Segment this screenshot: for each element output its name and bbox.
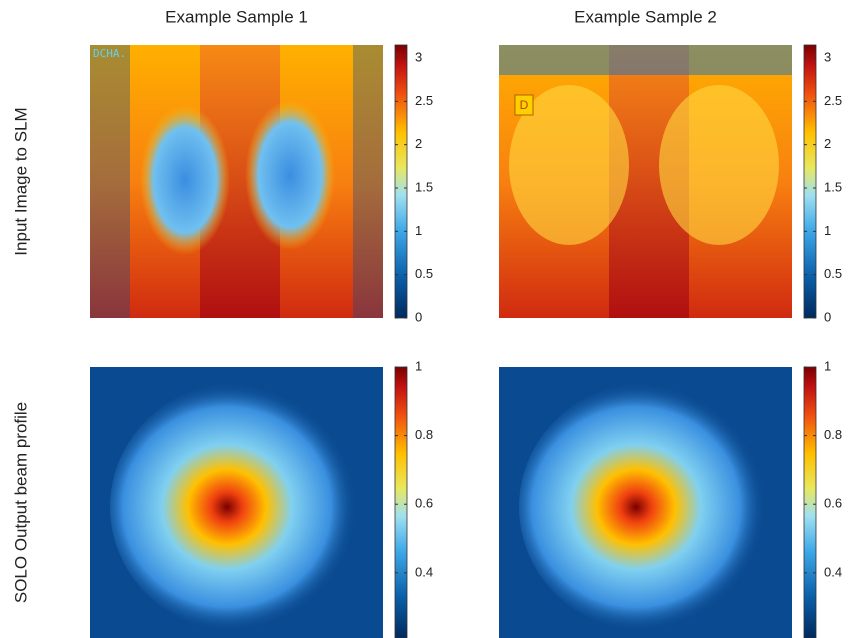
colorbar-tick-label: 0.6	[824, 496, 842, 511]
colorbar-tick-label: 0.8	[415, 427, 433, 442]
beam-profile	[110, 382, 370, 632]
colorbar-tick-label: 0.5	[415, 266, 433, 281]
colorbar-tick-label: 1.5	[824, 179, 842, 194]
corner	[499, 45, 792, 75]
colorbar-tick-label: 0.4	[415, 564, 433, 579]
colorbar-tick-label: 1	[824, 358, 831, 373]
lung	[659, 85, 779, 245]
colorbar-tick-label: 1	[415, 358, 422, 373]
column-title: Example Sample 2	[574, 7, 717, 26]
image-panel: D	[499, 45, 792, 318]
row-label: Input Image to SLM	[11, 107, 30, 255]
image-panel	[499, 367, 792, 638]
corner	[90, 45, 130, 318]
colorbar-tick-label: 2.5	[415, 93, 433, 108]
colorbar	[394, 44, 408, 319]
image-text: DCHA.	[93, 47, 126, 60]
colorbar	[803, 366, 817, 638]
colorbar-tick-label: 0.4	[824, 564, 842, 579]
colorbar-tick-label: 1.5	[415, 179, 433, 194]
colorbar	[394, 366, 408, 638]
colorbar	[803, 44, 817, 319]
colorbar-tick-label: 2	[415, 136, 422, 151]
row-label: SOLO Output beam profile	[11, 402, 30, 603]
image-text: D	[520, 98, 529, 112]
beam-profile	[519, 382, 779, 632]
colorbar-tick-label: 1	[415, 223, 422, 238]
colorbar-tick-label: 2.5	[824, 93, 842, 108]
colorbar-tick-label: 0.5	[824, 266, 842, 281]
colorbar-tick-label: 3	[415, 49, 422, 64]
colorbar-tick-label: 2	[824, 136, 831, 151]
corner	[353, 45, 383, 318]
lung	[140, 105, 230, 255]
colorbar-tick-label: 3	[824, 49, 831, 64]
lung	[245, 100, 335, 250]
image-panel	[90, 367, 383, 638]
colorbar-tick-label: 0.6	[415, 496, 433, 511]
column-title: Example Sample 1	[165, 7, 308, 26]
colorbar-tick-label: 1	[824, 223, 831, 238]
colorbar-tick-label: 0	[824, 309, 831, 324]
marker-box	[514, 94, 534, 116]
colorbar-tick-label: 0.8	[824, 427, 842, 442]
lung	[509, 85, 629, 245]
colorbar-tick-label: 0	[415, 309, 422, 324]
image-panel: DCHA.	[90, 45, 383, 318]
